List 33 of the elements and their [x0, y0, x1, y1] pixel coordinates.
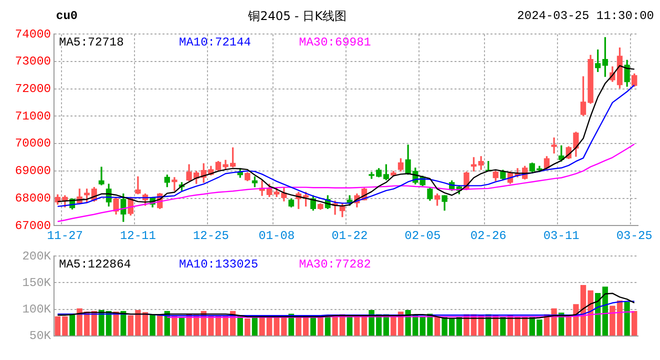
text: MA10:72144	[179, 35, 252, 50]
chart-title: 铜2405 - 日K线图	[248, 8, 347, 24]
y-tick-label: 200K	[22, 249, 52, 264]
y-tick-label: 50K	[29, 328, 52, 343]
y-tick-label: 73000	[14, 54, 51, 69]
text: MA5:122864	[59, 257, 132, 272]
text: MA5:72718	[59, 35, 124, 50]
x-tick-label: 03-25	[616, 228, 652, 243]
x-tick-label: 12-11	[120, 228, 156, 243]
candlestick	[551, 138, 557, 154]
text: MA30:77282	[299, 257, 372, 272]
text: MA30:69981	[299, 35, 372, 50]
x-tick-label: 11-27	[46, 228, 83, 243]
x-tick-label: 02-05	[404, 228, 441, 243]
y-tick-label: 70000	[14, 136, 51, 151]
y-tick-label: 72000	[14, 82, 51, 96]
x-tick-label: 01-08	[258, 228, 295, 243]
y-tick-label: 74000	[14, 27, 51, 42]
y-tick-label: 69000	[14, 164, 51, 178]
candlestick	[135, 176, 141, 194]
y-tick-label: 100K	[22, 302, 52, 316]
candlestick	[98, 166, 104, 186]
x-tick-label: 03-11	[543, 228, 580, 243]
text: 2024-03-25 11:30:00	[517, 9, 654, 23]
y-tick-label: 68000	[14, 191, 51, 206]
candlestick	[172, 177, 178, 191]
x-tick-label: 02-26	[470, 228, 506, 243]
x-tick-label: 12-25	[192, 228, 229, 243]
x-tick-label: 01-22	[332, 228, 368, 243]
y-tick-label: 71000	[14, 109, 51, 124]
y-tick-label: 150K	[22, 276, 52, 290]
text: cu0	[56, 9, 78, 23]
text: MA10:133025	[179, 257, 258, 272]
